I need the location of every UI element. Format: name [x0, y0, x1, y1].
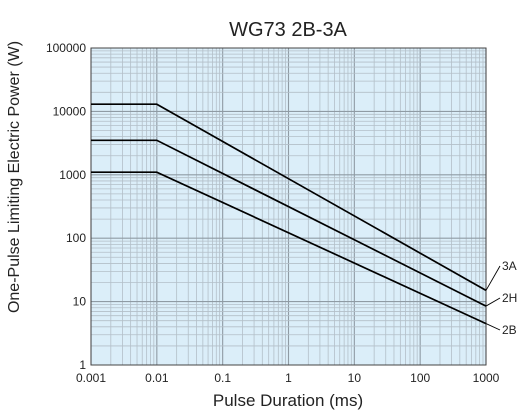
tick-labels: 0.001 0.01 0.1 1 10 100 1000 1 10 100 1000 10000 100…: [46, 41, 500, 385]
series-line-2H: [91, 139, 487, 307]
series-label-2H: 2H: [502, 291, 517, 305]
y-tick-label: 100000: [46, 41, 86, 55]
y-tick-label: 1: [79, 358, 86, 372]
series-leader-2B: [485, 323, 501, 331]
series-line-2B: [91, 171, 487, 325]
x-tick-label: 100: [410, 371, 430, 385]
x-tick-label: 1: [285, 371, 292, 385]
series-leader-3A: [485, 265, 501, 291]
series-label-3A: 3A: [502, 259, 517, 273]
x-tick-label: 0.001: [76, 371, 106, 385]
y-tick-label: 10000: [53, 104, 87, 118]
series-label-2B: 2B: [502, 323, 517, 337]
x-tick-label: 0.1: [214, 371, 231, 385]
chart-title: WG73 2B-3A: [229, 19, 347, 41]
y-tick-label: 1000: [59, 168, 86, 182]
series-lines: [91, 103, 487, 325]
plot-frame: [90, 47, 487, 366]
series-leader-2H: [485, 297, 501, 307]
series-labels: 3A 2H 2B: [485, 259, 517, 337]
x-tick-label: 0.01: [145, 371, 169, 385]
x-tick-label: 10: [348, 371, 362, 385]
y-tick-label: 100: [66, 231, 86, 245]
y-tick-label: 10: [73, 295, 87, 309]
y-axis-label: One-Pulse Limiting Electric Power (W): [6, 41, 23, 313]
series-line-3A: [91, 103, 487, 292]
x-tick-label: 1000: [473, 371, 500, 385]
x-axis-label: Pulse Duration (ms): [213, 391, 363, 410]
